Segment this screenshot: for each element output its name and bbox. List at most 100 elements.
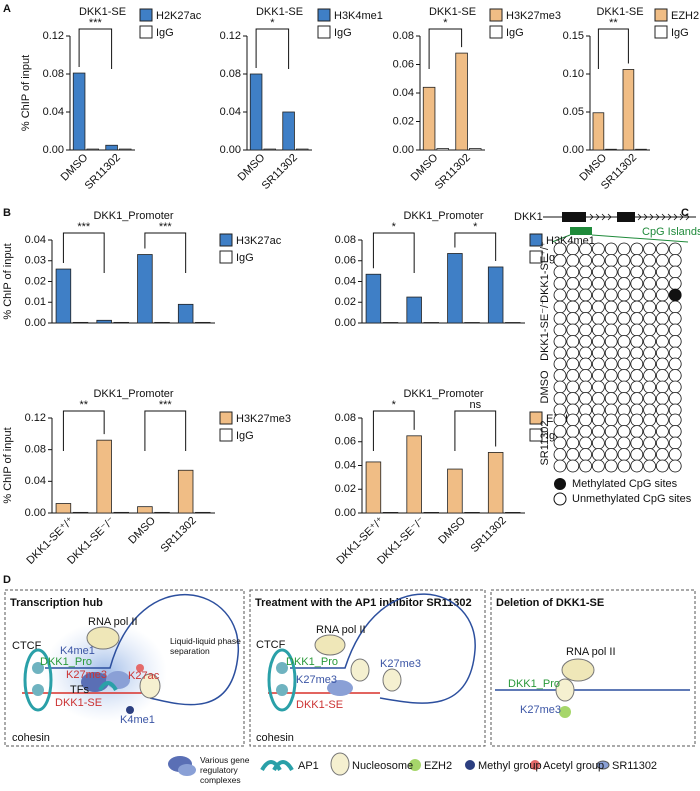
bar bbox=[447, 253, 463, 324]
y-tick-label: 0.06 bbox=[335, 436, 356, 448]
cpg-site bbox=[656, 369, 669, 382]
y-tick-label: 0.04 bbox=[25, 475, 46, 487]
cpg-site bbox=[656, 346, 669, 360]
rna-pol-ii bbox=[561, 658, 595, 682]
bar bbox=[382, 322, 399, 324]
legend-label: IgG bbox=[156, 27, 174, 39]
legend-label: SR11302 bbox=[612, 760, 657, 772]
methyl bbox=[126, 706, 134, 714]
cpg-site bbox=[579, 323, 592, 337]
y-tick-label: 0.02 bbox=[25, 275, 46, 287]
cpg-site bbox=[656, 312, 669, 325]
y-tick-label: 0.06 bbox=[335, 255, 356, 267]
cpg-site bbox=[630, 425, 644, 438]
bar bbox=[505, 322, 521, 324]
cpg-site bbox=[630, 436, 644, 450]
chart-title: DKK1_Promoter bbox=[93, 388, 173, 400]
cpg-site bbox=[643, 277, 656, 290]
legend-swatch bbox=[654, 8, 668, 22]
legend-swatch bbox=[529, 411, 543, 425]
cpg-site bbox=[643, 392, 656, 405]
significance-label: *** bbox=[159, 221, 173, 233]
legend-label: IgG bbox=[334, 27, 352, 39]
bar bbox=[365, 461, 382, 514]
legend-swatch bbox=[219, 250, 233, 264]
cpg-site bbox=[643, 242, 656, 256]
dna-loop bbox=[290, 593, 476, 704]
significance-label: ns bbox=[469, 399, 481, 411]
bar bbox=[137, 506, 153, 514]
significance-label: * bbox=[473, 221, 478, 233]
cpg-site bbox=[579, 265, 592, 279]
cpg-site bbox=[617, 312, 631, 325]
exon bbox=[562, 212, 586, 222]
cpg-site bbox=[553, 300, 567, 314]
cpg-site bbox=[656, 242, 669, 256]
legend-swatch bbox=[489, 8, 503, 22]
legend-swatch bbox=[529, 428, 543, 442]
cpg-site bbox=[592, 357, 605, 371]
cpg-site bbox=[579, 357, 592, 371]
cpg-site bbox=[579, 346, 592, 360]
cpg-site bbox=[604, 288, 618, 302]
cpg-site bbox=[566, 448, 580, 461]
row-label: SR11302 bbox=[539, 420, 551, 465]
cpg-site bbox=[630, 335, 644, 348]
x-tick-label: DMSO bbox=[59, 151, 91, 183]
cpg-site bbox=[617, 459, 631, 473]
cpg-site bbox=[579, 254, 592, 267]
cpg-site bbox=[656, 265, 669, 279]
chart-title: DKK1_Promoter bbox=[403, 388, 483, 400]
cpg-site bbox=[617, 413, 631, 427]
bar bbox=[96, 319, 112, 324]
legend-icon bbox=[409, 759, 421, 771]
gene-chevron bbox=[667, 213, 672, 221]
model-label: DKK1-SE bbox=[55, 697, 102, 709]
cpg-site bbox=[604, 323, 618, 337]
bar bbox=[72, 321, 89, 324]
legend-swatch bbox=[489, 25, 503, 39]
model-title: Transcription hub bbox=[10, 597, 103, 609]
legend-marker bbox=[554, 478, 566, 490]
x-tick-label: SR11302 bbox=[83, 152, 123, 192]
cpg-site bbox=[643, 413, 656, 427]
gene-name: DKK1 bbox=[514, 211, 543, 223]
bar bbox=[154, 321, 170, 324]
cpg-site bbox=[579, 300, 592, 314]
y-tick-label: 0.00 bbox=[220, 144, 241, 156]
bar bbox=[282, 111, 295, 151]
model-box bbox=[4, 589, 245, 747]
cpg-site bbox=[553, 425, 567, 438]
significance-label: * bbox=[443, 17, 448, 29]
gene-chevron bbox=[607, 213, 612, 221]
cpg-site bbox=[592, 380, 605, 394]
cpg-site bbox=[604, 425, 618, 438]
legend-label: Methylated CpG sites bbox=[572, 478, 678, 490]
cpg-site bbox=[592, 392, 605, 405]
panel-label: A bbox=[3, 3, 11, 15]
bar bbox=[154, 511, 170, 514]
cpg-site bbox=[617, 323, 631, 337]
model-label: cohesin bbox=[12, 732, 50, 744]
legend-swatch bbox=[139, 8, 153, 22]
rna-pol-ii bbox=[86, 626, 120, 650]
bar bbox=[263, 148, 276, 151]
model-label: TFs bbox=[70, 684, 89, 696]
cpg-site bbox=[656, 459, 669, 473]
legend-label: Methyl group bbox=[478, 760, 542, 772]
cpg-site bbox=[630, 254, 644, 267]
legend-label: H3K27me3 bbox=[236, 413, 291, 425]
cpg-site bbox=[668, 380, 682, 394]
cpg-site bbox=[617, 254, 631, 267]
complex bbox=[106, 671, 130, 689]
row-label: DKK1-SE⁻/⁻ bbox=[539, 299, 551, 361]
chart-title: DKK1_Promoter bbox=[93, 210, 173, 222]
legend-label: H2K27ac bbox=[156, 10, 202, 22]
cpg-site bbox=[553, 277, 567, 290]
gene-chevron bbox=[637, 213, 642, 221]
bar bbox=[423, 322, 440, 324]
legend-label: IgG bbox=[236, 252, 254, 264]
ctcf bbox=[32, 684, 44, 696]
cpg-site bbox=[566, 242, 580, 256]
